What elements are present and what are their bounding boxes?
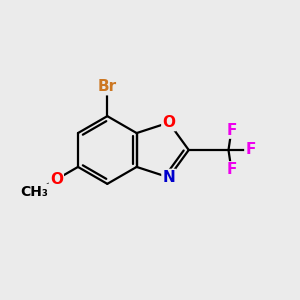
Text: N: N <box>163 170 175 185</box>
Text: CH₃: CH₃ <box>21 185 49 199</box>
Text: F: F <box>226 162 237 177</box>
Text: O: O <box>162 115 175 130</box>
Text: Br: Br <box>98 79 117 94</box>
Text: O: O <box>50 172 63 187</box>
Text: F: F <box>226 123 237 138</box>
Text: F: F <box>245 142 256 158</box>
